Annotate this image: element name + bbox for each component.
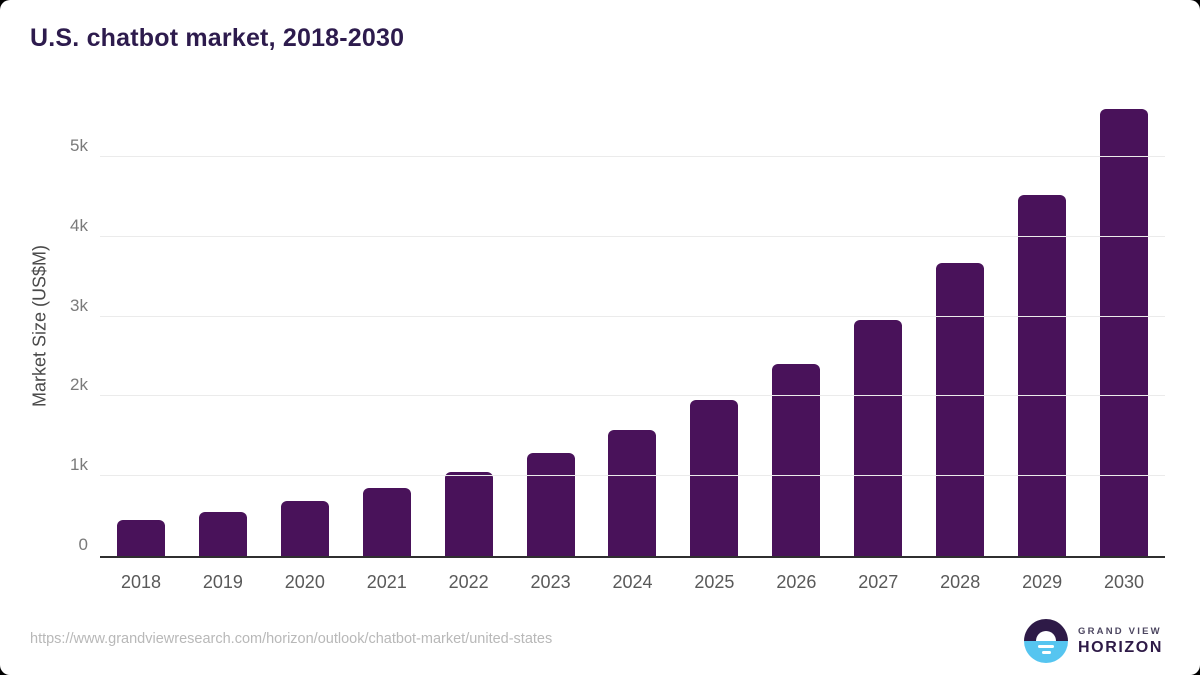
y-tick-1k: 1k (70, 455, 88, 475)
bar-slot-2026: 2026 (755, 95, 837, 592)
bar-slot-2030: 2030 (1083, 95, 1165, 592)
bar-2019[interactable] (198, 512, 247, 556)
bar-2026[interactable] (772, 364, 821, 556)
horizon-reflection-line-2 (1041, 650, 1051, 654)
horizon-sun-icon (1024, 619, 1069, 663)
bar-2021[interactable] (362, 488, 411, 556)
x-tick-2024: 2024 (612, 572, 653, 592)
x-tick-2025: 2025 (694, 572, 735, 592)
gridline-5k (100, 155, 1165, 157)
page-title: U.S. chatbot market, 2018-2030 (30, 24, 405, 52)
bar-2023[interactable] (526, 453, 575, 556)
x-tick-2023: 2023 (530, 572, 571, 592)
bar-2020[interactable] (280, 501, 329, 556)
x-tick-2020: 2020 (284, 572, 325, 592)
bar-2025[interactable] (690, 400, 739, 556)
plot-area: 2018 2019 2020 2021 2022 2023 2024 2025 2026 2027… (70, 95, 1165, 592)
grand-view-horizon-logo: GRAND VIEW HORIZON (1024, 619, 1163, 663)
gridline-2k (100, 395, 1165, 397)
bar-slot-2028: 2028 (919, 95, 1001, 592)
x-tick-2027: 2027 (858, 572, 899, 592)
logo-horizon-text: HORIZON (1078, 638, 1163, 656)
x-tick-2030: 2030 (1104, 572, 1145, 592)
logo-wordmark: GRAND VIEW HORIZON (1078, 626, 1163, 657)
x-tick-2022: 2022 (448, 572, 489, 592)
y-tick-5k: 5k (70, 135, 88, 155)
bar-slot-2019: 2019 (182, 95, 264, 592)
bar-slot-2024: 2024 (592, 95, 674, 592)
logo-grand-view-text: GRAND VIEW (1078, 625, 1162, 637)
gridline-4k (100, 235, 1165, 237)
bar-2027[interactable] (854, 320, 903, 556)
bar-slot-2023: 2023 (510, 95, 592, 592)
horizon-reflection-line-1 (1038, 645, 1055, 648)
bar-2024[interactable] (608, 430, 657, 556)
bar-2028[interactable] (936, 263, 985, 556)
horizon-sun-arch (1036, 631, 1057, 641)
bar-slot-2021: 2021 (346, 95, 428, 592)
x-tick-2018: 2018 (120, 572, 161, 592)
y-tick-3k: 3k (70, 295, 88, 315)
x-tick-2026: 2026 (776, 572, 817, 592)
x-tick-2029: 2029 (1022, 572, 1063, 592)
bar-2018[interactable] (116, 520, 165, 556)
gridline-1k (100, 475, 1165, 477)
bar-2030[interactable] (1100, 109, 1149, 556)
x-tick-2028: 2028 (940, 572, 981, 592)
bar-slot-2029: 2029 (1001, 95, 1083, 592)
bar-slot-2027: 2027 (837, 95, 919, 592)
y-tick-0: 0 (78, 535, 88, 554)
y-tick-2k: 2k (70, 375, 88, 395)
bar-series: 2018 2019 2020 2021 2022 2023 2024 2025 2026 2027… (100, 95, 1165, 592)
x-tick-2021: 2021 (366, 572, 407, 592)
bar-slot-2020: 2020 (264, 95, 346, 592)
bar-slot-2018: 2018 (100, 95, 182, 592)
bar-2029[interactable] (1018, 195, 1067, 556)
bar-slot-2022: 2022 (428, 95, 510, 592)
gridline-3k (100, 315, 1165, 317)
x-tick-2019: 2019 (202, 572, 243, 592)
bar-2022[interactable] (444, 472, 493, 556)
y-tick-4k: 4k (70, 215, 88, 235)
source-url: https://www.grandviewresearch.com/horizo… (30, 631, 553, 647)
bar-slot-2025: 2025 (673, 95, 755, 592)
